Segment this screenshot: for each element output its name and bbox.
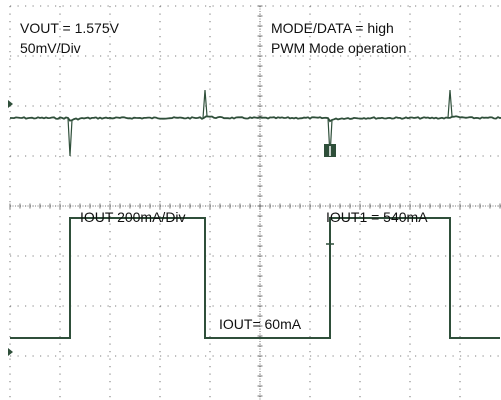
vout-overshoot-spike <box>202 89 208 119</box>
iout-trace <box>10 217 500 339</box>
scope-traces <box>8 89 501 356</box>
vout-undershoot-spike <box>67 117 73 157</box>
mode-annotation: MODE/DATA = high <box>271 20 394 36</box>
vout-annotation: VOUT = 1.575V <box>20 20 120 36</box>
vout-reference-marker <box>8 100 13 108</box>
scope-grid <box>9 5 501 400</box>
iout-reference-marker <box>8 348 13 356</box>
trigger-marker <box>326 240 334 252</box>
vout-scale-annotation: 50mV/Div <box>20 40 81 56</box>
vout-overshoot-spike <box>447 89 453 119</box>
iout-low-annotation: IOUT= 60mA <box>219 316 302 332</box>
iout-scale-annotation: IOUT 200mA/Div <box>80 209 186 225</box>
vout-trace <box>10 115 501 123</box>
operation-annotation: PWM Mode operation <box>271 40 406 56</box>
iout-high-annotation: IOUT1 = 540mA <box>326 209 428 225</box>
scope-annotations: VOUT = 1.575V 50mV/Div MODE/DATA = high … <box>20 20 428 332</box>
